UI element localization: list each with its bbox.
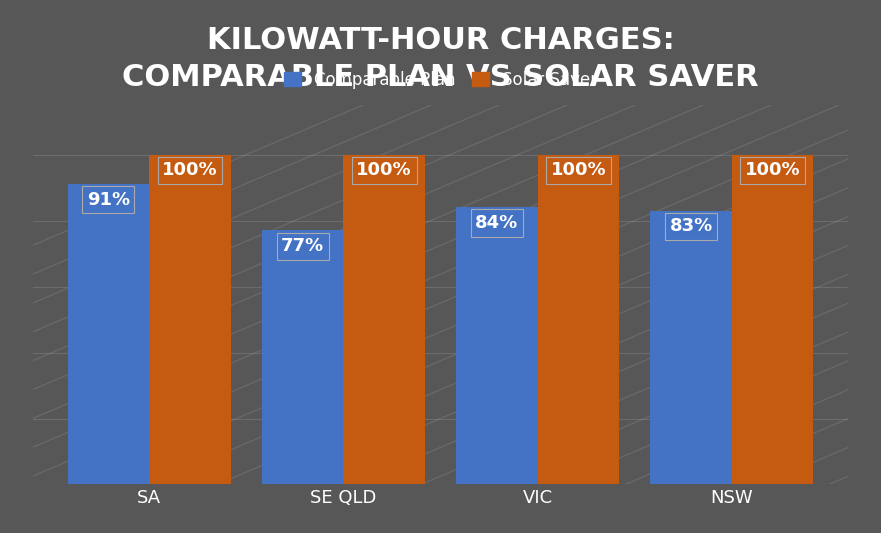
Text: 100%: 100%: [551, 161, 606, 179]
Text: 77%: 77%: [281, 237, 324, 255]
Text: 91%: 91%: [87, 191, 130, 209]
Bar: [456, 207, 537, 484]
Title: KILOWATT-HOUR CHARGES:
COMPARABLE PLAN VS SOLAR SAVER: KILOWATT-HOUR CHARGES: COMPARABLE PLAN V…: [122, 26, 759, 92]
Bar: [732, 155, 813, 484]
Bar: [650, 211, 732, 484]
Text: 100%: 100%: [356, 161, 412, 179]
Text: 84%: 84%: [475, 214, 518, 232]
Text: 100%: 100%: [744, 161, 801, 179]
Bar: [537, 155, 619, 484]
Bar: [344, 155, 425, 484]
Bar: [262, 230, 344, 484]
Text: 100%: 100%: [162, 161, 218, 179]
Text: 83%: 83%: [670, 217, 713, 235]
Bar: [68, 184, 149, 484]
Bar: [149, 155, 231, 484]
Legend: Comparable Plan, Solar Saver: Comparable Plan, Solar Saver: [278, 64, 603, 95]
